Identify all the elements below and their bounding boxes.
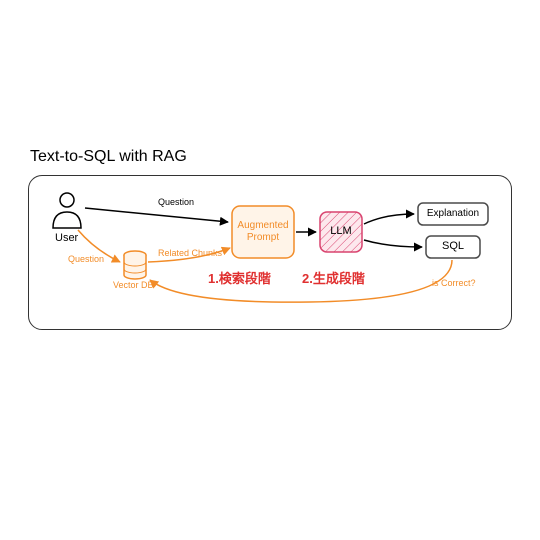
llm-label: LLM: [320, 212, 362, 252]
edge-label-question2: Question: [68, 254, 104, 264]
augmented-prompt-label: Augmented Prompt: [232, 206, 294, 258]
explanation-label: Explanation: [418, 203, 488, 225]
diagram-title: Text-to-SQL with RAG: [30, 148, 187, 166]
edge-label-correct: is Correct?: [432, 278, 476, 288]
augprompt-line2: Prompt: [247, 232, 279, 243]
sql-label: SQL: [426, 236, 480, 258]
stage-2-label: 2.生成段階: [302, 268, 365, 287]
edge-label-related: Related Chunks: [158, 248, 222, 258]
vectordb-label: Vector DB: [113, 280, 154, 290]
user-label: User: [55, 232, 78, 244]
augprompt-line1: Augmented: [237, 220, 288, 231]
stage-1-label: 1.検索段階: [208, 268, 271, 287]
edge-label-question1: Question: [158, 197, 194, 207]
